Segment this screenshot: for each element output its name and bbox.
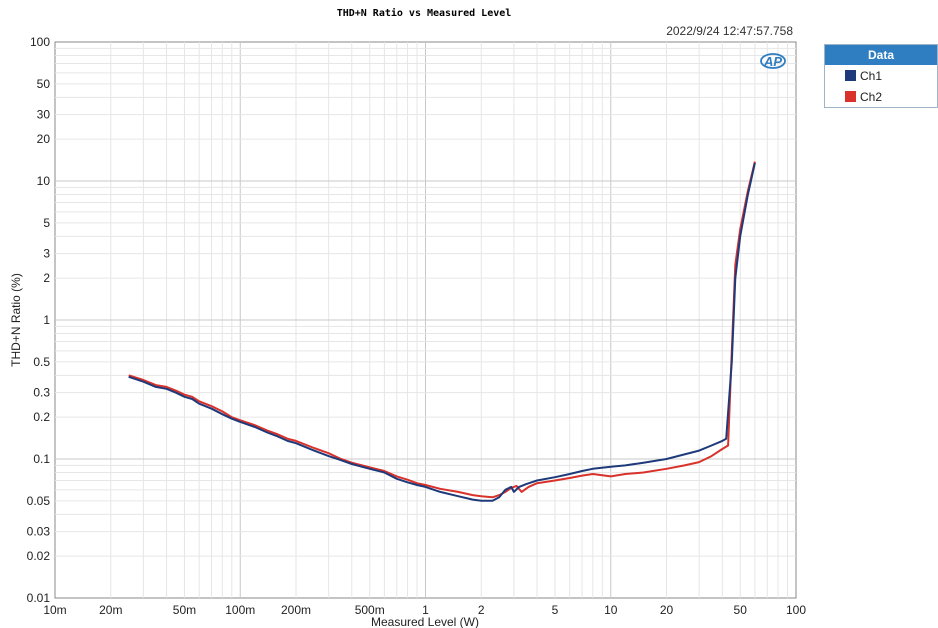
y-tick-label: 3	[43, 247, 50, 261]
series-line-ch2	[128, 161, 756, 499]
x-tick-labels: 10m 20m 50m 100m 200m 500m 1 2 5 10 20 50 100	[43, 603, 806, 617]
series-lines	[128, 161, 756, 502]
legend-label-ch2: Ch2	[860, 89, 883, 104]
x-tick-label: 1	[422, 603, 429, 617]
x-tick-label: 20	[660, 603, 674, 617]
y-tick-label: 0.02	[27, 549, 51, 563]
x-tick-label: 10	[604, 603, 618, 617]
y-tick-label: 0.1	[33, 452, 50, 466]
y-tick-label: 0.2	[33, 410, 50, 424]
x-axis-label: Measured Level (W)	[371, 615, 479, 628]
y-axis-label: THD+N Ratio (%)	[9, 273, 23, 367]
legend-item-ch2[interactable]: Ch2	[825, 86, 937, 107]
y-tick-label: 0.5	[33, 355, 50, 369]
series-line-ch1	[128, 162, 756, 502]
x-tick-label: 50	[734, 603, 748, 617]
svg-text:AP: AP	[763, 54, 782, 69]
y-tick-label: 0.05	[27, 494, 51, 508]
y-tick-label: 100	[30, 35, 50, 49]
y-tick-label: 10	[37, 174, 51, 188]
x-tick-label: 5	[552, 603, 559, 617]
legend-swatch-ch2	[845, 91, 856, 102]
y-tick-label: 1	[43, 313, 50, 327]
y-tick-labels: 100 50 30 20 10 5 3 2 1 0.5 0.3 0.2 0.1 0.05 0.03 0.02 0…	[27, 35, 51, 605]
x-tick-label: 100	[786, 603, 806, 617]
ap-logo-icon: AP	[760, 53, 786, 69]
x-tick-label: 10m	[43, 603, 66, 617]
legend: Data Ch1 Ch2	[824, 44, 938, 108]
y-tick-label: 0.01	[27, 591, 51, 605]
x-tick-label: 100m	[225, 603, 255, 617]
legend-swatch-ch1	[845, 70, 856, 81]
timestamp: 2022/9/24 12:47:57.758	[666, 24, 793, 38]
y-tick-label: 2	[43, 271, 50, 285]
legend-label-ch1: Ch1	[860, 68, 883, 83]
x-tick-label: 200m	[281, 603, 311, 617]
grid-lines	[55, 42, 796, 598]
legend-item-ch1[interactable]: Ch1	[825, 65, 937, 86]
y-tick-label: 20	[37, 132, 51, 146]
y-tick-label: 50	[37, 77, 51, 91]
legend-title: Data	[825, 45, 937, 65]
x-tick-label: 500m	[355, 603, 385, 617]
x-tick-label: 2	[478, 603, 485, 617]
chart-title: THD+N Ratio vs Measured Level	[337, 7, 512, 19]
x-tick-label: 20m	[99, 603, 122, 617]
y-tick-label: 0.3	[33, 386, 50, 400]
y-tick-label: 0.03	[27, 525, 51, 539]
y-tick-label: 30	[37, 108, 51, 122]
x-tick-label: 50m	[173, 603, 196, 617]
y-tick-label: 5	[43, 216, 50, 230]
